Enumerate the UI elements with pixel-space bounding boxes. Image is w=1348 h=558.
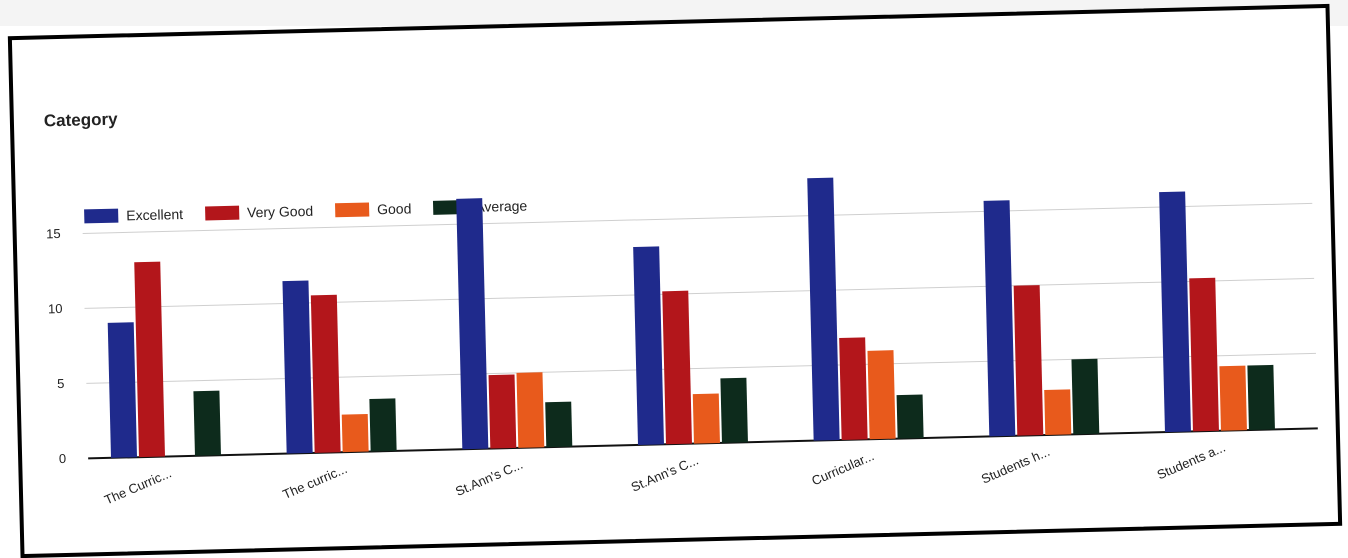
x-tick-label-6: Students h...: [979, 444, 1052, 487]
gridline-15: [82, 202, 1313, 234]
chart-frame: Category Excellent Very Good Good Averag…: [7, 3, 1343, 558]
bar-very-good-3: [488, 374, 517, 449]
y-tick-label-10: 10: [48, 301, 63, 316]
bar-average-2: [369, 398, 397, 452]
bar-very-good-2: [310, 294, 341, 453]
y-tick-label-15: 15: [46, 226, 61, 241]
bar-average-5: [896, 394, 924, 439]
bar-excellent-3: [456, 198, 489, 450]
bar-good-3: [516, 372, 545, 448]
bar-excellent-4: [633, 246, 664, 445]
bar-average-6: [1071, 358, 1100, 435]
bar-average-4: [720, 377, 748, 443]
gridline-5: [86, 352, 1316, 384]
bar-good-5: [867, 350, 896, 440]
bar-very-good-1: [134, 261, 165, 458]
bar-very-good-5: [839, 337, 868, 440]
x-tick-label-3: St.Ann's C...: [453, 457, 525, 499]
bar-good-7: [1219, 365, 1247, 431]
bar-excellent-1: [107, 322, 138, 458]
x-tick-label-1: The Curric...: [102, 465, 174, 507]
bars-layer: [107, 177, 1275, 458]
bar-good-6: [1044, 389, 1072, 435]
bar-excellent-7: [1159, 191, 1191, 433]
bar-average-1: [193, 390, 221, 456]
x-tick-label-7: Students a...: [1155, 440, 1228, 483]
gridline-10: [84, 277, 1315, 309]
bar-average-3: [545, 401, 573, 448]
bar-excellent-6: [983, 200, 1016, 437]
bar-good-4: [692, 393, 720, 444]
bar-very-good-7: [1189, 277, 1219, 432]
x-tick-label-4: St.Ann's C...: [629, 452, 701, 494]
bar-chart-plot: 0 5 10 15 The Curric... The curric... St.Ann's…: [46, 177, 1318, 507]
bar-excellent-2: [282, 280, 313, 454]
y-tick-label-5: 5: [57, 376, 65, 391]
bar-good-2: [341, 414, 369, 453]
bar-average-7: [1247, 364, 1275, 431]
x-tick-label-2: The curric...: [280, 461, 349, 502]
bar-excellent-5: [807, 177, 840, 441]
x-tick-label-5: Curricular...: [809, 448, 876, 488]
bar-very-good-4: [662, 290, 692, 445]
bar-very-good-6: [1013, 285, 1044, 436]
y-tick-label-0: 0: [59, 451, 67, 466]
